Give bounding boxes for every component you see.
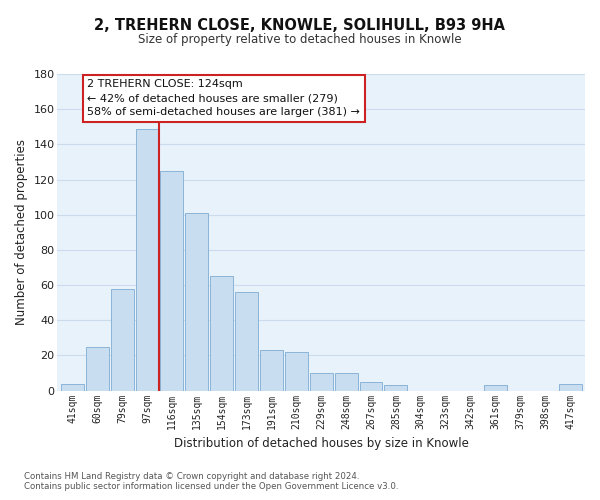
Bar — [160, 171, 184, 390]
Y-axis label: Number of detached properties: Number of detached properties — [15, 140, 28, 326]
Bar — [136, 128, 158, 390]
Bar — [86, 346, 109, 391]
Bar — [335, 373, 358, 390]
Bar — [111, 288, 134, 390]
Bar — [61, 384, 84, 390]
Text: Contains public sector information licensed under the Open Government Licence v3: Contains public sector information licen… — [24, 482, 398, 491]
Text: 2 TREHERN CLOSE: 124sqm
← 42% of detached houses are smaller (279)
58% of semi-d: 2 TREHERN CLOSE: 124sqm ← 42% of detache… — [88, 80, 360, 118]
Bar — [559, 384, 581, 390]
Bar — [359, 382, 382, 390]
Bar — [484, 386, 507, 390]
Bar — [185, 213, 208, 390]
Bar — [310, 373, 332, 390]
Bar — [260, 350, 283, 391]
Text: Size of property relative to detached houses in Knowle: Size of property relative to detached ho… — [138, 32, 462, 46]
Bar — [385, 386, 407, 390]
Bar — [235, 292, 258, 390]
X-axis label: Distribution of detached houses by size in Knowle: Distribution of detached houses by size … — [174, 437, 469, 450]
Text: 2, TREHERN CLOSE, KNOWLE, SOLIHULL, B93 9HA: 2, TREHERN CLOSE, KNOWLE, SOLIHULL, B93 … — [95, 18, 505, 32]
Text: Contains HM Land Registry data © Crown copyright and database right 2024.: Contains HM Land Registry data © Crown c… — [24, 472, 359, 481]
Bar — [210, 276, 233, 390]
Bar — [285, 352, 308, 391]
